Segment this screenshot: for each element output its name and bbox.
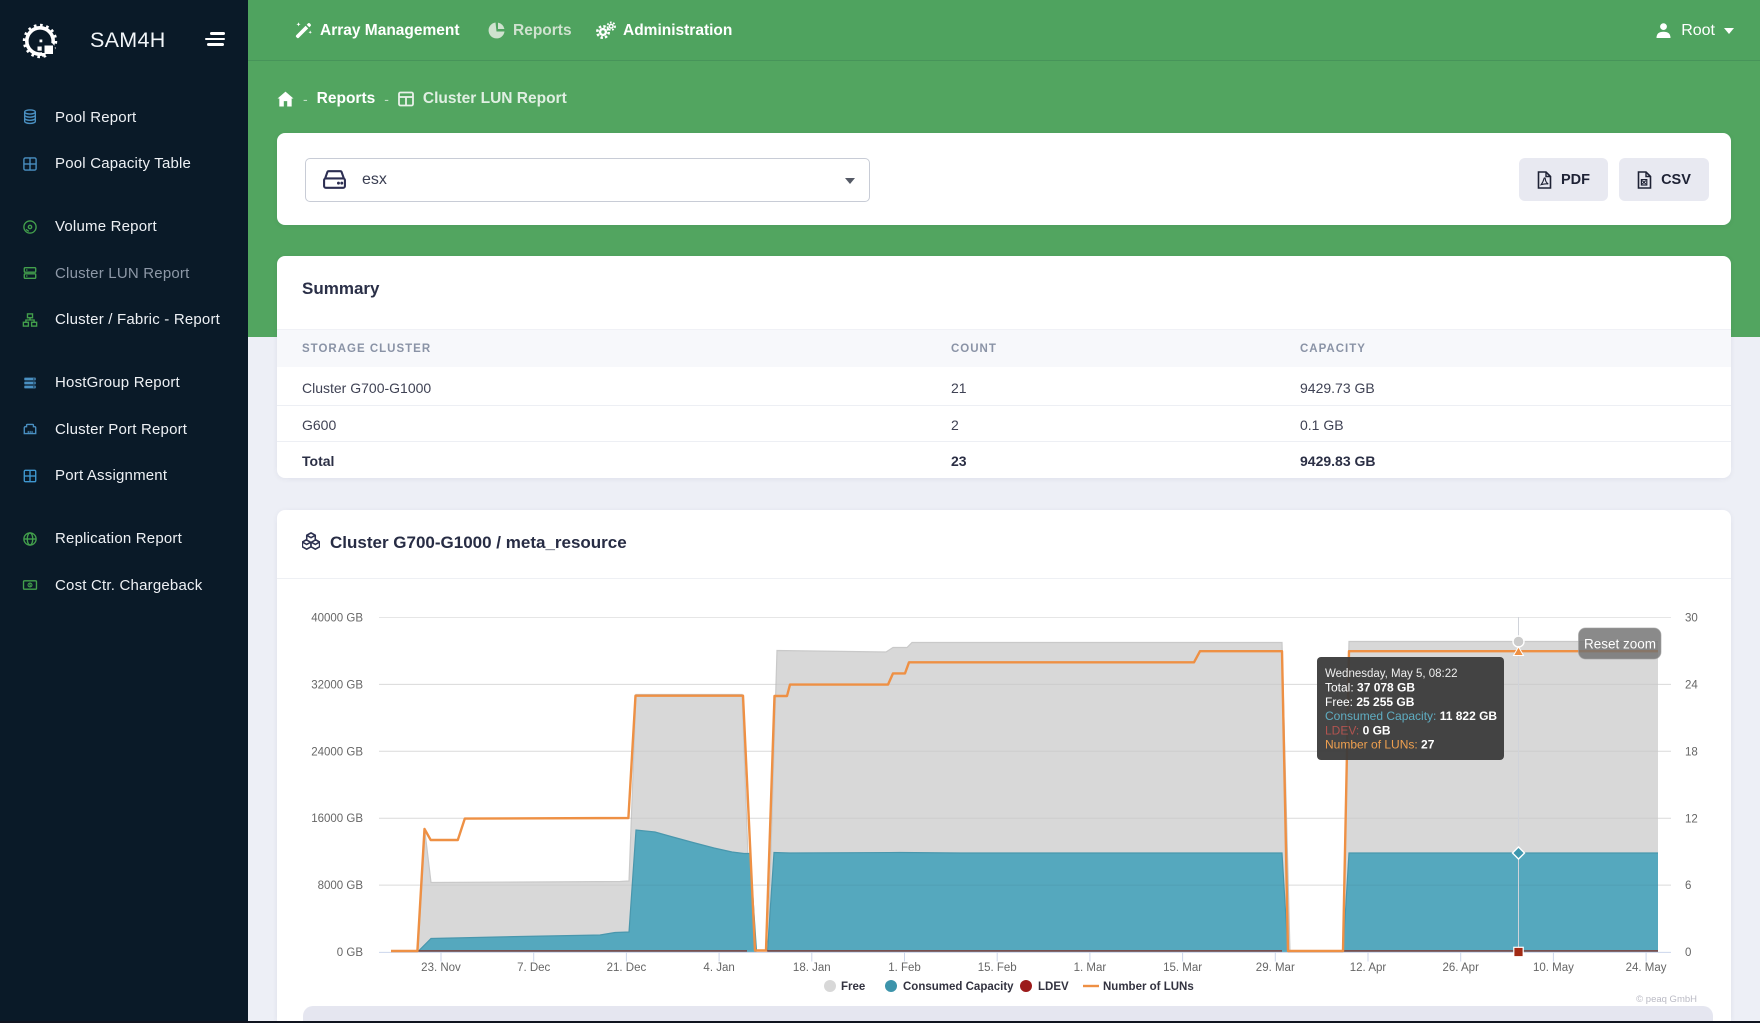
svg-text:40000 GB: 40000 GB bbox=[311, 613, 363, 625]
svg-text:12: 12 bbox=[1685, 813, 1698, 825]
svg-text:Wednesday, May 5, 08:22: Wednesday, May 5, 08:22 bbox=[1325, 668, 1458, 680]
svg-text:$: $ bbox=[29, 583, 32, 588]
svg-text:15. Feb: 15. Feb bbox=[978, 962, 1017, 974]
svg-text:Consumed Capacity: 11 822 GB: Consumed Capacity: 11 822 GB bbox=[1325, 709, 1497, 723]
svg-text:Total: 37 078 GB: Total: 37 078 GB bbox=[1325, 681, 1415, 695]
svg-text:© peaq GmbH: © peaq GmbH bbox=[1636, 994, 1697, 1005]
svg-text:1. Mar: 1. Mar bbox=[1074, 962, 1107, 974]
svg-text:Free: Free bbox=[841, 981, 865, 993]
svg-text:18: 18 bbox=[1685, 746, 1698, 758]
svg-text:Reset zoom: Reset zoom bbox=[1584, 637, 1656, 652]
svg-text:10. May: 10. May bbox=[1533, 962, 1574, 974]
svg-text:0 GB: 0 GB bbox=[337, 947, 364, 959]
svg-text:26. Apr: 26. Apr bbox=[1442, 962, 1479, 974]
svg-text:Free: 25 255 GB: Free: 25 255 GB bbox=[1325, 695, 1415, 709]
svg-text:LDEV: 0 GB: LDEV: 0 GB bbox=[1325, 723, 1391, 737]
svg-text:15. Mar: 15. Mar bbox=[1163, 962, 1202, 974]
svg-text:Number of LUNs: Number of LUNs bbox=[1103, 981, 1194, 993]
svg-text:6: 6 bbox=[1685, 880, 1691, 892]
svg-text:24. May: 24. May bbox=[1626, 962, 1667, 974]
svg-text:16000 GB: 16000 GB bbox=[311, 813, 363, 825]
svg-text:18. Jan: 18. Jan bbox=[793, 962, 831, 974]
svg-text:0: 0 bbox=[1685, 947, 1691, 959]
svg-text:LDEV: LDEV bbox=[1038, 981, 1069, 993]
svg-text:23. Nov: 23. Nov bbox=[421, 962, 461, 974]
svg-text:24000 GB: 24000 GB bbox=[311, 746, 363, 758]
svg-text:21. Dec: 21. Dec bbox=[607, 962, 647, 974]
svg-text:29. Mar: 29. Mar bbox=[1256, 962, 1295, 974]
svg-text:32000 GB: 32000 GB bbox=[311, 679, 363, 691]
svg-text:30: 30 bbox=[1685, 613, 1698, 625]
svg-text:12. Apr: 12. Apr bbox=[1350, 962, 1387, 974]
svg-text:7. Dec: 7. Dec bbox=[517, 962, 550, 974]
svg-text:Number of LUNs: 27: Number of LUNs: 27 bbox=[1325, 738, 1435, 752]
svg-text:4. Jan: 4. Jan bbox=[703, 962, 734, 974]
svg-text:24: 24 bbox=[1685, 680, 1698, 692]
svg-text:Consumed Capacity: Consumed Capacity bbox=[903, 981, 1014, 993]
svg-text:1. Feb: 1. Feb bbox=[888, 962, 921, 974]
svg-text:8000 GB: 8000 GB bbox=[318, 880, 364, 892]
